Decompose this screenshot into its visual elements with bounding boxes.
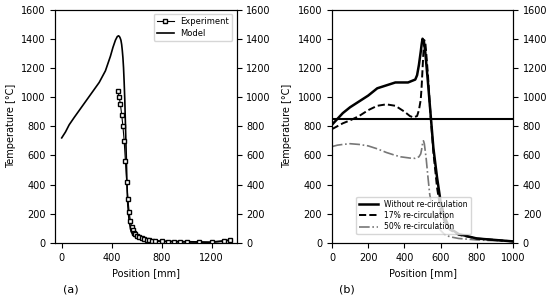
X-axis label: Position [mm]: Position [mm] <box>389 268 457 278</box>
Y-axis label: Temperature [°C]: Temperature [°C] <box>282 84 292 168</box>
Text: (b): (b) <box>339 285 355 295</box>
Legend: Experiment, Model: Experiment, Model <box>154 14 232 41</box>
Text: (a): (a) <box>62 285 79 295</box>
Y-axis label: Temperature [°C]: Temperature [°C] <box>6 84 15 168</box>
Legend: Without re-circulation, 17% re-circulation, 50% re-circulation: Without re-circulation, 17% re-circulati… <box>356 197 471 234</box>
X-axis label: Position [mm]: Position [mm] <box>112 268 180 278</box>
